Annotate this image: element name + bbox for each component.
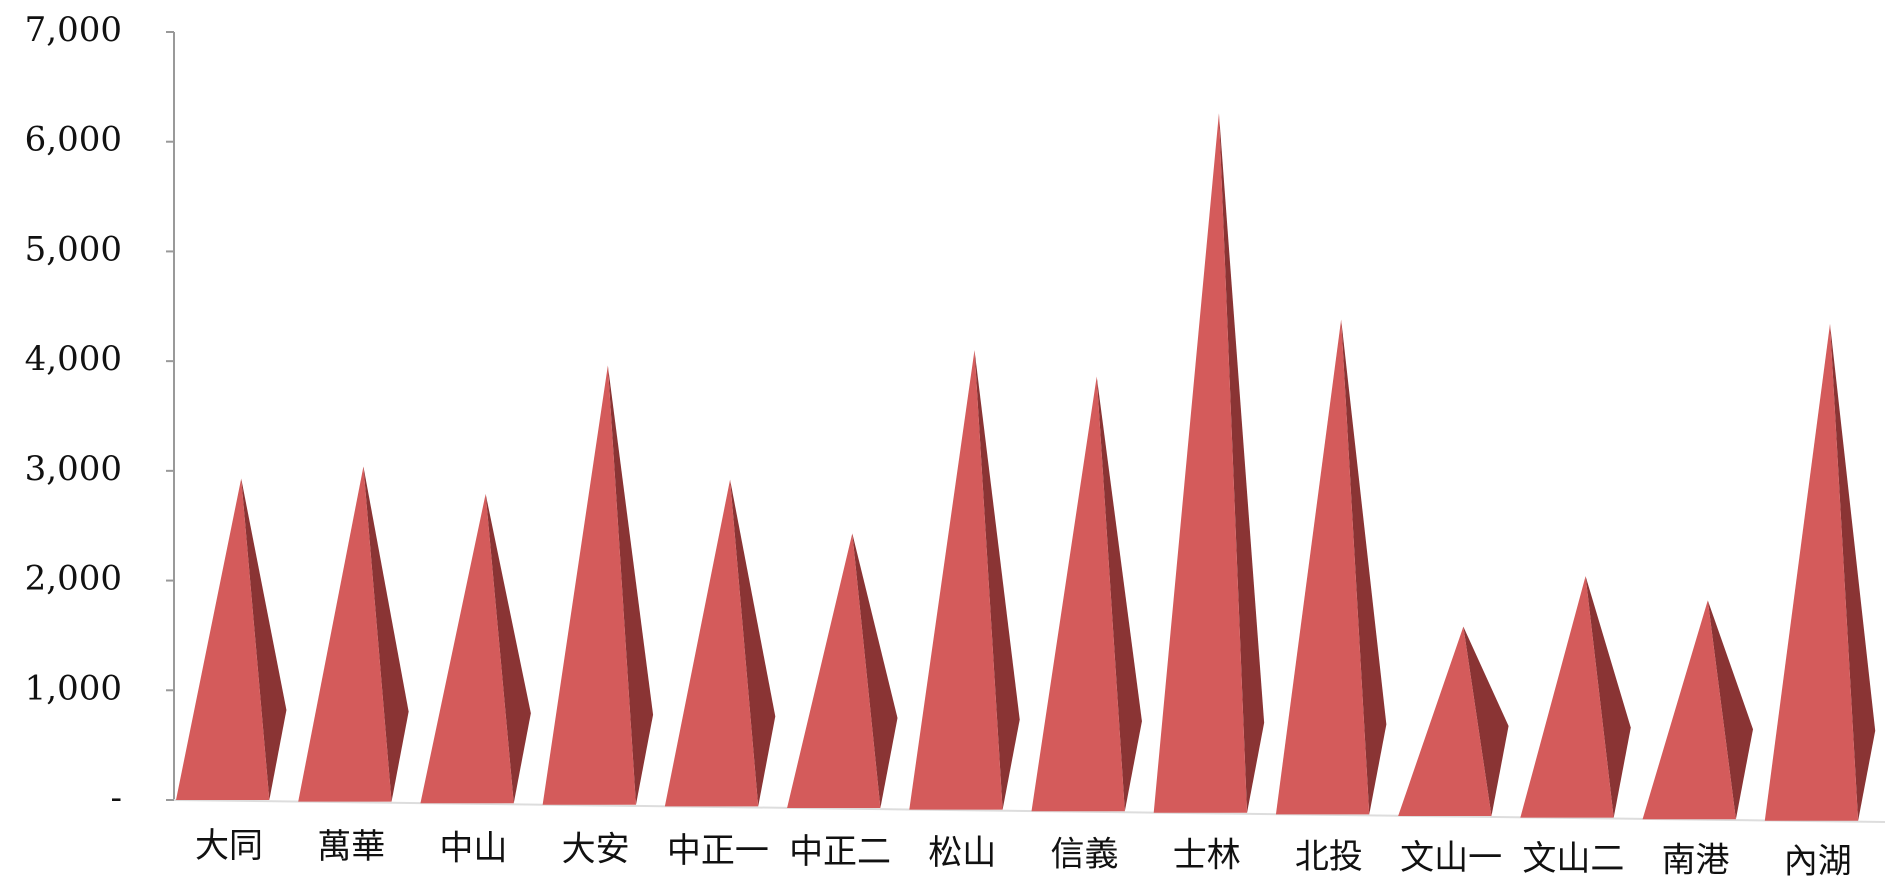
y-tick-label: 5,000 xyxy=(25,229,122,269)
x-tick-label: 內湖 xyxy=(1784,842,1852,882)
y-tick-label: 1,000 xyxy=(25,668,122,708)
x-tick-label: 中正一 xyxy=(667,831,769,871)
x-tick-label: 士林 xyxy=(1173,836,1241,876)
x-tick-label: 松山 xyxy=(928,833,996,873)
x-tick-label: 南港 xyxy=(1662,840,1730,880)
y-tick-label: 7,000 xyxy=(25,10,122,50)
x-tick-label: 北投 xyxy=(1295,837,1363,877)
y-tick-label: 6,000 xyxy=(25,120,122,160)
x-tick-label: 文山二 xyxy=(1522,839,1624,879)
y-tick-label: 4,000 xyxy=(25,339,122,379)
y-tick-label: - xyxy=(111,778,123,818)
y-tick-label: 3,000 xyxy=(25,449,122,489)
x-tick-label: 文山一 xyxy=(1400,838,1502,878)
x-tick-label: 萬華 xyxy=(317,827,385,867)
x-tick-label: 大安 xyxy=(562,830,630,870)
x-tick-label: 信義 xyxy=(1050,834,1118,874)
x-tick-label: 中正二 xyxy=(789,832,891,872)
x-axis xyxy=(174,800,1885,822)
y-tick-label: 2,000 xyxy=(25,559,122,599)
x-tick-label: 大同 xyxy=(195,826,263,866)
x-tick-label: 中山 xyxy=(439,828,507,868)
chart: - 1,000 2,000 3,000 4,000 5,000 6,000 7,000 大同 萬華… xyxy=(0,0,1885,883)
